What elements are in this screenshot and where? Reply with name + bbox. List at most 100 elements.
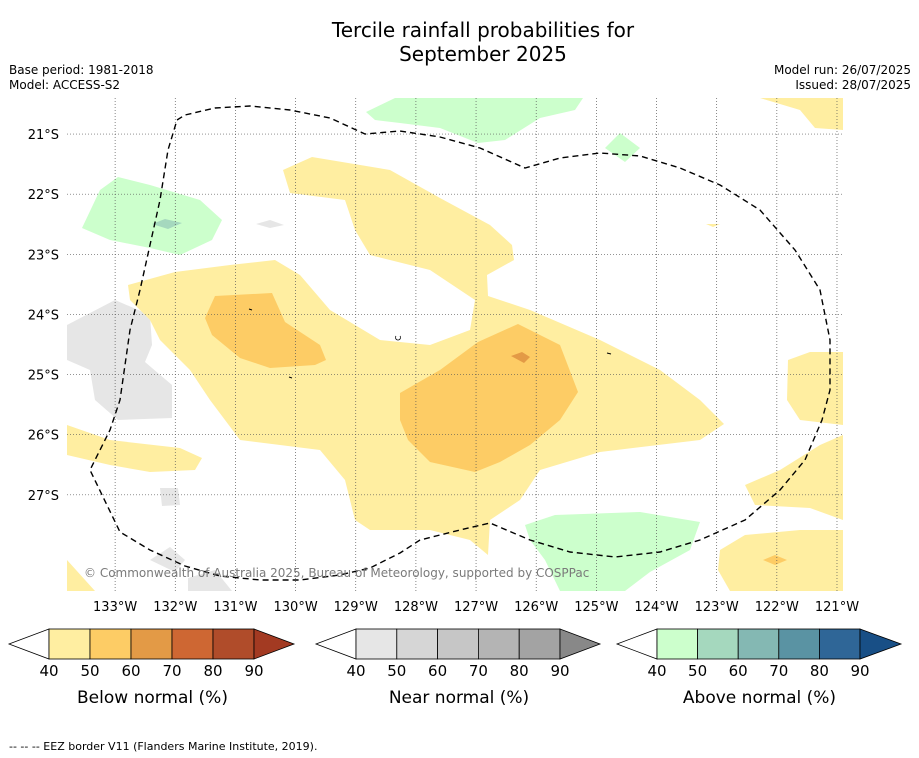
colorbar-extend-low xyxy=(314,628,357,660)
colorbar-extend-low xyxy=(7,628,50,660)
above-normal-region-nw-inner xyxy=(152,219,182,229)
colorbar-extend-high xyxy=(253,628,296,660)
lat-label: 26°S xyxy=(28,429,59,444)
colorbar-segment xyxy=(89,628,132,660)
below-normal-50-region-south-east xyxy=(763,555,787,565)
lon-label: 133°W xyxy=(93,600,137,615)
colorbar-tick: 70 xyxy=(162,662,181,680)
colorbar-segment xyxy=(819,628,861,660)
model-name: Model: ACCESS-S2 xyxy=(9,78,121,92)
below-normal-region-east xyxy=(787,352,843,425)
colorbar-tick: 50 xyxy=(80,662,99,680)
meta-right: Model run: 26/07/2025 Issued: 28/07/2025 xyxy=(774,63,911,93)
title-line-2: September 2025 xyxy=(399,42,567,66)
colorbar-tick: 60 xyxy=(121,662,140,680)
lat-label: 24°S xyxy=(28,308,59,323)
lon-label: 124°W xyxy=(634,600,678,615)
lon-label: 129°W xyxy=(334,600,378,615)
colorbar-label: Below normal (%) xyxy=(77,688,228,708)
lat-label: 25°S xyxy=(28,369,59,384)
colorbar-tick: 70 xyxy=(769,662,788,680)
issued-date: Issued: 28/07/2025 xyxy=(795,78,911,92)
colorbar-tick: 70 xyxy=(469,662,488,680)
longitude-labels: 133°W 132°W 131°W 130°W 129°W 128°W 127°W 126°W… xyxy=(93,600,859,615)
colorbar-segment xyxy=(737,628,780,660)
colorbar-segment xyxy=(477,628,520,660)
near-normal-region-west xyxy=(67,300,172,420)
lon-label: 121°W xyxy=(815,600,859,615)
lat-label: 21°S xyxy=(28,128,59,143)
colorbar-extend-high xyxy=(559,628,602,660)
lon-label: 132°W xyxy=(153,600,197,615)
colorbar-tick: 60 xyxy=(428,662,447,680)
below-normal-region-sw-corner xyxy=(67,560,95,591)
lat-label: 23°S xyxy=(28,248,59,263)
colorbar-tick: 40 xyxy=(647,662,666,680)
above-normal-region-south xyxy=(525,512,700,591)
lon-label: 130°W xyxy=(274,600,318,615)
lon-label: 126°W xyxy=(514,600,558,615)
lon-label: 131°W xyxy=(213,600,257,615)
colorbars: 40 50 60 70 80 90 Below normal (%) 40 50 60 70 80 90… xyxy=(7,628,903,708)
colorbar-segment xyxy=(697,628,739,660)
contour-mark-4 xyxy=(606,352,612,355)
colorbar-segment xyxy=(396,628,438,660)
colorbar-segment xyxy=(518,628,561,660)
colorbar-tick: 50 xyxy=(688,662,707,680)
colorbar-tick: 40 xyxy=(346,662,365,680)
colorbar-0: 40 50 60 70 80 90 Below normal (%) xyxy=(7,628,296,708)
below-normal-region-dot xyxy=(706,224,720,227)
colorbar-segment xyxy=(437,628,479,660)
colorbar-segment xyxy=(130,628,173,660)
near-normal-region-small-2 xyxy=(150,547,185,572)
title-line-1: Tercile rainfall probabilities for xyxy=(331,18,635,42)
colorbar-segment xyxy=(355,628,398,660)
colorbar-segment xyxy=(656,628,698,660)
colorbar-tick: 80 xyxy=(810,662,829,680)
colorbar-segment xyxy=(778,628,820,660)
base-period: Base period: 1981-2018 xyxy=(9,63,154,77)
below-normal-region-ne xyxy=(760,98,843,130)
map-area: © Commonwealth of Australia 2025, Bureau… xyxy=(67,98,843,591)
colorbar-tick: 90 xyxy=(550,662,569,680)
colorbar-tick: 90 xyxy=(244,662,263,680)
copyright-text: © Commonwealth of Australia 2025, Bureau… xyxy=(84,566,589,580)
colorbar-tick: 60 xyxy=(729,662,748,680)
colorbar-tick: 90 xyxy=(850,662,869,680)
lat-label: 27°S xyxy=(28,489,59,504)
contour-mark-2 xyxy=(248,308,253,311)
map-title: Tercile rainfall probabilities for Septe… xyxy=(0,18,919,66)
colorbar-tick: 50 xyxy=(387,662,406,680)
contour-mark-1 xyxy=(395,335,401,341)
lat-label: 22°S xyxy=(28,188,59,203)
near-normal-region-small-4 xyxy=(256,220,284,228)
colorbar-segment xyxy=(212,628,255,660)
colorbar-extend-high xyxy=(859,628,903,660)
lon-label: 128°W xyxy=(394,600,438,615)
near-normal-region-small-3 xyxy=(188,570,232,591)
lon-label: 122°W xyxy=(755,600,799,615)
colorbar-tick: 40 xyxy=(39,662,58,680)
colorbar-segment xyxy=(171,628,214,660)
colorbar-1: 40 50 60 70 80 90 Near normal (%) xyxy=(314,628,602,708)
colorbar-tick: 80 xyxy=(203,662,222,680)
below-normal-region-southeast xyxy=(745,435,843,520)
near-normal-region-small-1 xyxy=(160,488,180,506)
below-normal-50-region-center xyxy=(400,324,578,472)
eez-footnote: -- -- -- EEZ border V11 (Flanders Marine… xyxy=(9,740,318,753)
below-normal-region-main xyxy=(128,157,724,555)
colorbar-tick: 80 xyxy=(510,662,529,680)
colorbar-label: Near normal (%) xyxy=(389,688,529,708)
colorbar-2: 40 50 60 70 80 90 Above normal (%) xyxy=(615,628,903,708)
colorbar-segment xyxy=(48,628,91,660)
above-normal-region-northwest xyxy=(82,177,222,255)
lon-label: 127°W xyxy=(454,600,498,615)
model-run: Model run: 26/07/2025 xyxy=(773,63,911,77)
eez-border xyxy=(89,105,831,581)
below-normal-60-region xyxy=(511,352,530,363)
contour-mark-3 xyxy=(288,376,293,379)
latitude-labels: 21°S 22°S 23°S 24°S 25°S 26°S 27°S xyxy=(28,128,59,504)
below-normal-region-southwest xyxy=(67,425,202,472)
colorbar-extend-low xyxy=(615,628,658,660)
